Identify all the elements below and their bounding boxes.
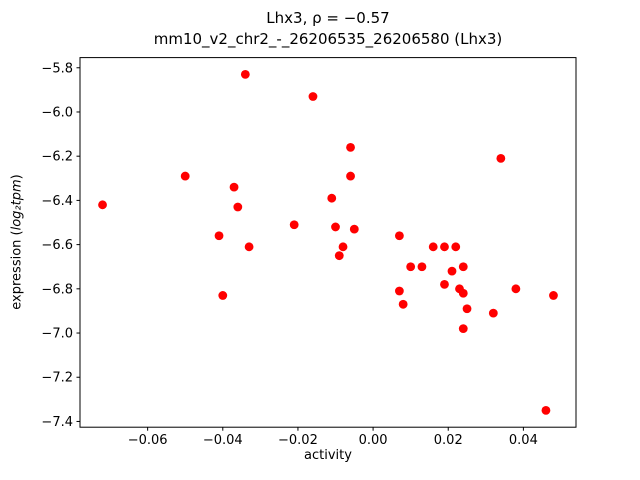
data-point bbox=[308, 92, 318, 101]
data-point bbox=[440, 242, 449, 252]
data-point bbox=[447, 266, 457, 276]
data-point bbox=[398, 299, 408, 309]
data-point bbox=[233, 202, 243, 212]
data-point bbox=[289, 220, 299, 230]
x-tick-label: −0.04 bbox=[203, 433, 243, 448]
y-tick-label: −6.2 bbox=[41, 150, 73, 165]
x-tick-label: 0.04 bbox=[509, 433, 538, 448]
chart-title-line1: Lhx3, ρ = −0.57 bbox=[266, 9, 390, 27]
chart-title: Lhx3, ρ = −0.57 mm10_v2_chr2_-_26206535_… bbox=[80, 8, 576, 50]
y-tick-label: −7.4 bbox=[41, 415, 73, 430]
x-tick-label: 0.00 bbox=[359, 433, 388, 448]
data-point bbox=[327, 193, 337, 203]
y-axis-label-suffix: ) bbox=[9, 174, 25, 180]
x-tick-label: −0.06 bbox=[128, 433, 168, 448]
data-point bbox=[244, 242, 254, 252]
x-axis-label: activity bbox=[304, 448, 352, 463]
data-point bbox=[394, 231, 404, 241]
data-point bbox=[496, 154, 506, 163]
data-point bbox=[511, 284, 521, 294]
y-tick-label: −7.2 bbox=[41, 371, 73, 386]
y-tick-label: −7.0 bbox=[41, 327, 73, 342]
data-point bbox=[349, 224, 359, 234]
y-axis-label-math: log₂tpm bbox=[9, 179, 25, 231]
data-point bbox=[338, 242, 348, 252]
data-point bbox=[229, 182, 239, 192]
data-point bbox=[334, 251, 344, 261]
data-point bbox=[549, 291, 558, 300]
data-point bbox=[458, 288, 468, 298]
x-axis: −0.06 −0.04 −0.02 0.00 0.02 0.04 bbox=[128, 427, 538, 448]
y-axis-label: expression (log₂tpm) bbox=[10, 174, 25, 309]
y-tick-label: −5.8 bbox=[41, 61, 73, 76]
data-point bbox=[428, 242, 438, 252]
data-point bbox=[98, 200, 107, 210]
y-tick-label: −6.4 bbox=[41, 194, 73, 209]
y-axis-label-prefix: expression ( bbox=[9, 230, 25, 310]
y-tick-label: −6.0 bbox=[41, 105, 73, 120]
data-point bbox=[406, 262, 416, 272]
data-point bbox=[451, 242, 461, 252]
y-tick-label: −6.6 bbox=[41, 238, 73, 253]
data-point bbox=[488, 308, 498, 318]
scatter-points bbox=[98, 70, 558, 415]
data-point bbox=[331, 222, 340, 232]
data-point bbox=[541, 406, 551, 415]
data-point bbox=[440, 280, 449, 289]
data-point bbox=[462, 304, 472, 314]
data-point bbox=[214, 231, 224, 241]
data-point bbox=[346, 142, 355, 152]
x-tick-label: 0.02 bbox=[434, 433, 463, 448]
data-point bbox=[458, 262, 468, 272]
data-point bbox=[240, 70, 250, 79]
chart-title-line2: mm10_v2_chr2_-_26206535_26206580 (Lhx3) bbox=[153, 30, 503, 48]
data-point bbox=[346, 171, 355, 181]
x-tick-label: −0.02 bbox=[278, 433, 318, 448]
axes-frame bbox=[79, 57, 577, 428]
data-point bbox=[180, 171, 190, 181]
data-point bbox=[218, 291, 228, 300]
data-point bbox=[394, 286, 404, 296]
y-tick-label: −6.8 bbox=[41, 282, 73, 297]
data-point bbox=[458, 324, 468, 334]
y-axis: −5.8 −6.0 −6.2 −6.4 −6.6 −6.8 −7.0 −7.2 −7.4 bbox=[41, 61, 80, 430]
data-point bbox=[417, 262, 427, 272]
